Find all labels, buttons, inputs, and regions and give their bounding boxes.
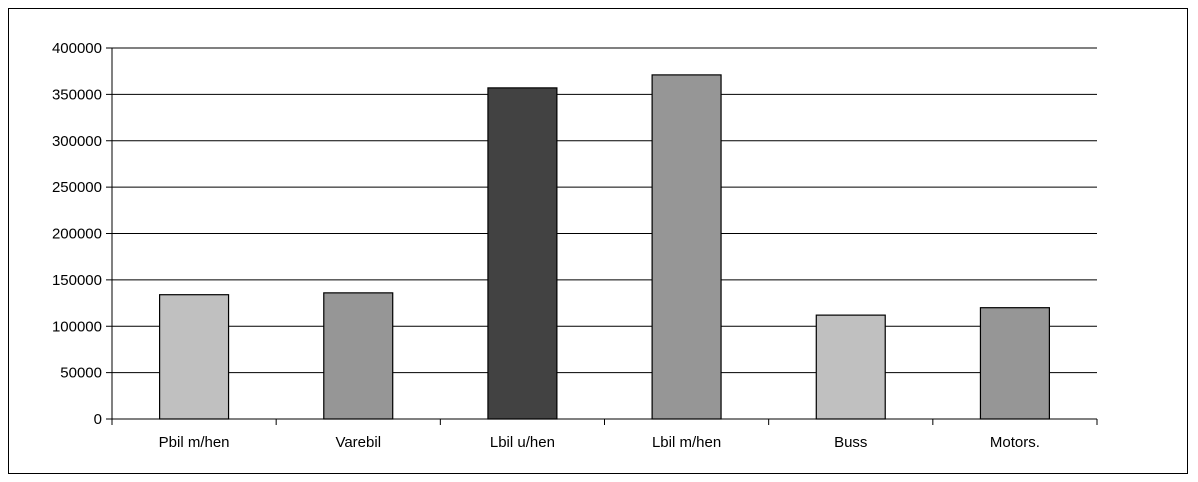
y-tick-label: 50000 (60, 365, 102, 382)
x-tick-label: Lbil m/hen (652, 434, 721, 451)
bar-lbil-m-hen (651, 74, 722, 420)
bar-buss (815, 314, 886, 420)
y-tick-label: 0 (94, 411, 102, 428)
bar-pbil-m-hen (159, 294, 230, 420)
y-tick-label: 400000 (52, 40, 102, 57)
tick-labels: 0 50000 100000 150000 200000 250000 300000 3500… (52, 40, 1040, 451)
bar-motors (979, 307, 1050, 420)
x-tick-label: Motors. (990, 434, 1040, 451)
y-tick-label: 350000 (52, 86, 102, 103)
y-tick-label: 200000 (52, 226, 102, 243)
bars (159, 74, 1050, 420)
x-tick-label: Pbil m/hen (159, 434, 230, 451)
gridlines (112, 47, 1097, 374)
axes (106, 47, 1098, 425)
y-tick-label: 100000 (52, 318, 102, 335)
x-tick-label: Lbil u/hen (490, 434, 555, 451)
bar-lbil-u-hen (487, 87, 558, 420)
y-tick-label: 150000 (52, 272, 102, 289)
y-tick-label: 250000 (52, 179, 102, 196)
bar-varebil (323, 292, 394, 420)
x-tick-label: Varebil (335, 434, 381, 451)
y-tick-label: 300000 (52, 133, 102, 150)
x-tick-label: Buss (834, 434, 867, 451)
